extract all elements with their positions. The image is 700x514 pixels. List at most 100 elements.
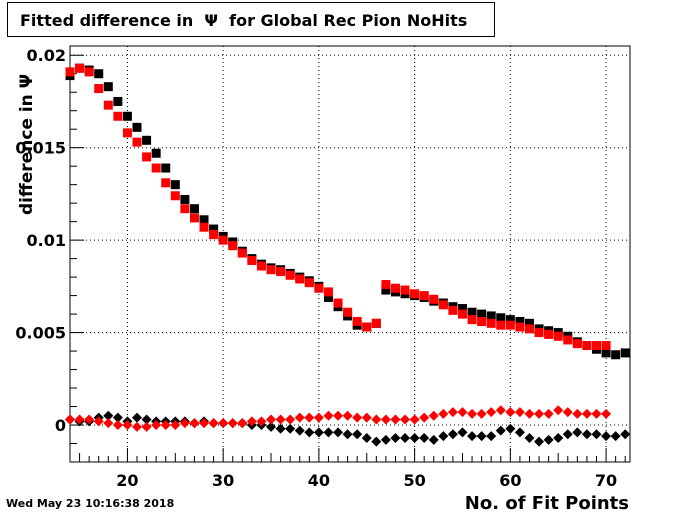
data-point-diamond [304, 412, 315, 423]
x-tick-label: 70 [595, 471, 617, 490]
data-point-square [189, 213, 199, 223]
data-point-diamond [342, 429, 353, 440]
timestamp: Wed May 23 10:16:38 2018 [6, 497, 175, 510]
data-point-diamond [601, 408, 612, 419]
data-point-diamond [256, 416, 267, 427]
data-point-diamond [313, 427, 324, 438]
data-point-square [343, 307, 353, 317]
data-point-diamond [65, 414, 75, 425]
data-point-square [75, 63, 85, 73]
data-point-diamond [543, 434, 554, 445]
x-tick-label: 50 [403, 471, 425, 490]
data-point-diamond [313, 412, 324, 423]
data-point-square [180, 204, 190, 214]
data-point-diamond [447, 429, 458, 440]
y-tick-label: 0.02 [27, 46, 66, 65]
data-point-diamond [323, 410, 334, 421]
data-point-square [113, 96, 123, 106]
data-point-diamond [361, 432, 372, 443]
data-point-diamond [112, 412, 123, 423]
data-marks [65, 63, 631, 447]
data-point-square [457, 309, 467, 319]
tick-labels: 20 30 40 50 60 70 0 0.005 0.01 0.015 0.02 [15, 46, 617, 490]
data-point-square [381, 285, 391, 295]
data-point-square [314, 283, 324, 293]
data-point-square [467, 315, 477, 325]
data-point-diamond [380, 414, 391, 425]
data-point-square [170, 191, 180, 201]
data-point-diamond [409, 414, 420, 425]
data-point-diamond [562, 429, 573, 440]
data-point-diamond [505, 407, 516, 418]
data-point-diamond [333, 410, 344, 421]
data-point-diamond [438, 431, 449, 442]
data-point-square [103, 100, 113, 110]
data-point-square [199, 215, 209, 225]
y-tick-label: 0.005 [15, 324, 66, 343]
data-point-square [429, 294, 439, 304]
data-point-square [410, 289, 420, 299]
data-point-diamond [141, 421, 152, 432]
data-point-diamond [294, 412, 305, 423]
data-point-diamond [610, 431, 621, 442]
data-point-diamond [285, 423, 296, 434]
data-point-diamond [352, 429, 363, 440]
data-point-square [247, 255, 257, 265]
data-point-diamond [285, 414, 296, 425]
data-point-diamond [486, 431, 497, 442]
data-point-diamond [591, 408, 602, 419]
data-point-square [362, 322, 372, 332]
data-point-square [486, 311, 496, 321]
data-point-diamond [361, 412, 372, 423]
data-point-diamond [601, 431, 612, 442]
data-point-square [323, 292, 333, 302]
data-point-diamond [428, 434, 439, 445]
data-point-diamond [371, 414, 382, 425]
data-point-diamond [514, 407, 525, 418]
axis-ticks [70, 54, 626, 463]
data-point-diamond [151, 420, 162, 431]
data-point-square [591, 341, 601, 351]
data-point-square [371, 318, 381, 328]
data-point-square [113, 111, 123, 121]
data-point-square [94, 84, 104, 94]
data-point-diamond [304, 427, 315, 438]
data-point-diamond [457, 407, 468, 418]
data-point-square [142, 135, 152, 145]
data-point-diamond [524, 408, 535, 419]
data-point-square [534, 328, 544, 338]
data-point-diamond [227, 418, 238, 429]
data-point-square [582, 341, 592, 351]
data-point-square [276, 267, 286, 277]
y-tick-label: 0.015 [15, 139, 66, 158]
data-point-square [544, 329, 554, 339]
data-point-square [611, 350, 621, 360]
data-point-square [151, 163, 161, 173]
data-point-square [601, 341, 611, 351]
data-point-square [620, 348, 630, 358]
data-point-square [515, 322, 525, 332]
data-point-square [142, 152, 152, 162]
data-point-diamond [93, 416, 104, 427]
data-point-diamond [132, 421, 143, 432]
data-point-diamond [84, 414, 95, 425]
data-point-diamond [419, 412, 430, 423]
data-point-square [496, 313, 506, 323]
data-point-diamond [591, 429, 602, 440]
data-point-square [477, 316, 487, 326]
data-point-diamond [476, 408, 487, 419]
data-point-diamond [132, 412, 143, 423]
data-point-square [477, 309, 487, 319]
data-point-diamond [467, 408, 478, 419]
data-point-diamond [371, 436, 382, 447]
data-point-square [553, 331, 563, 341]
data-point-square [304, 278, 314, 288]
data-point-square [189, 204, 199, 214]
data-point-square [228, 241, 238, 251]
data-point-square [381, 280, 391, 290]
x-tick-label: 20 [116, 471, 138, 490]
data-point-square [400, 285, 410, 295]
grid-lines [70, 46, 630, 462]
data-point-square [524, 324, 534, 334]
